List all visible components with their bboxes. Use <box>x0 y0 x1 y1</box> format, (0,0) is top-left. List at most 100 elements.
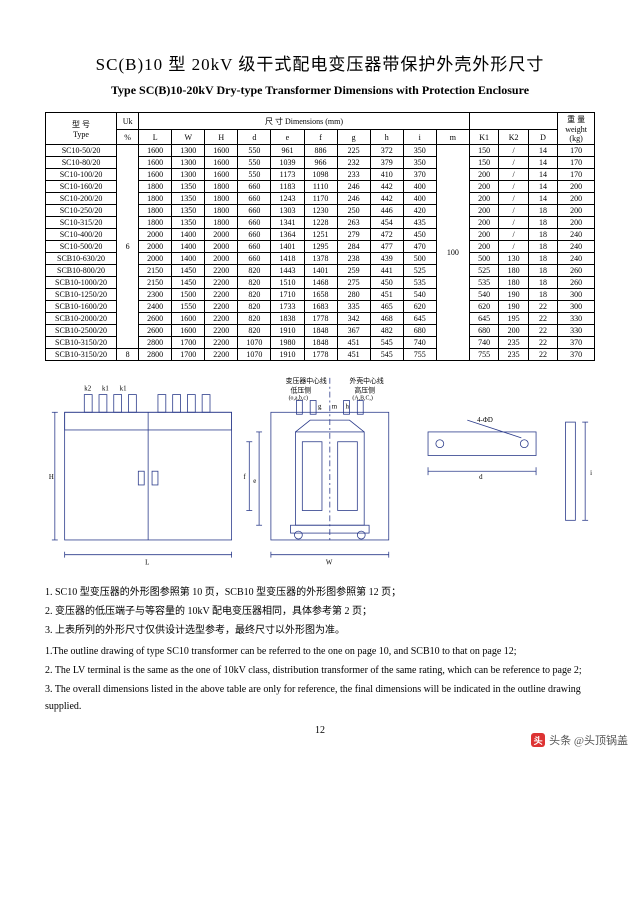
cell-W: 1350 <box>172 181 205 193</box>
svg-text:e: e <box>253 478 256 485</box>
cell-g: 250 <box>337 205 370 217</box>
cell-K2: 190 <box>499 301 528 313</box>
cell-wt: 300 <box>558 289 595 301</box>
cell-W: 1450 <box>172 277 205 289</box>
cell-L: 2400 <box>139 301 172 313</box>
cell-e: 1910 <box>271 349 304 361</box>
cell-H: 2200 <box>205 301 238 313</box>
svg-text:W: W <box>326 560 333 567</box>
cell-type: SCB10-800/20 <box>46 265 117 277</box>
note-cn-3: 3. 上表所列的外形尺寸仅供设计选型参考，最终尺寸以外形图为准。 <box>45 622 595 639</box>
svg-text:低压侧: 低压侧 <box>291 386 312 395</box>
svg-text:(o,a,b,c): (o,a,b,c) <box>289 395 308 402</box>
th-m: m <box>436 130 469 145</box>
cell-g: 246 <box>337 181 370 193</box>
th-D: D <box>528 130 557 145</box>
cell-f: 1401 <box>304 265 337 277</box>
cell-h: 465 <box>370 301 403 313</box>
cell-h: 472 <box>370 229 403 241</box>
cell-D: 18 <box>528 205 557 217</box>
cell-d: 820 <box>238 313 271 325</box>
cell-m: 100 <box>436 145 469 361</box>
cell-K1: 200 <box>469 205 498 217</box>
cell-H: 2200 <box>205 313 238 325</box>
cell-type: SC10-50/20 <box>46 145 117 157</box>
cell-type: SCB10-630/20 <box>46 253 117 265</box>
note-cn-2: 2. 变压器的低压端子与等容量的 10kV 配电变压器相同，具体参考第 2 页； <box>45 603 595 620</box>
cell-type: SC10-160/20 <box>46 181 117 193</box>
th-uk-unit: % <box>117 130 139 145</box>
svg-text:H: H <box>49 474 54 481</box>
cell-D: 14 <box>528 157 557 169</box>
cell-L: 2000 <box>139 253 172 265</box>
cell-D: 18 <box>528 253 557 265</box>
svg-text:f: f <box>243 474 246 481</box>
cell-f: 1378 <box>304 253 337 265</box>
cell-H: 2000 <box>205 229 238 241</box>
cell-K1: 500 <box>469 253 498 265</box>
table-body: SC10-50/20616001300160055096188622537235… <box>46 145 595 361</box>
cell-d: 660 <box>238 241 271 253</box>
cell-f: 1658 <box>304 289 337 301</box>
cell-type: SCB10-3150/20 <box>46 349 117 361</box>
cell-K1: 200 <box>469 169 498 181</box>
cell-d: 550 <box>238 157 271 169</box>
th-weight-unit: (kg) <box>569 134 582 143</box>
cell-type: SCB10-1000/20 <box>46 277 117 289</box>
watermark-icon: 头 <box>531 733 545 747</box>
cell-K1: 645 <box>469 313 498 325</box>
cell-K2: / <box>499 145 528 157</box>
cell-f: 1683 <box>304 301 337 313</box>
cell-type: SC10-500/20 <box>46 241 117 253</box>
cell-g: 451 <box>337 337 370 349</box>
cell-wt: 240 <box>558 229 595 241</box>
svg-text:(A,B,C,): (A,B,C,) <box>352 395 372 402</box>
cell-L: 2800 <box>139 349 172 361</box>
cell-D: 22 <box>528 313 557 325</box>
th-dims: 尺 寸 Dimensions (mm) <box>139 113 470 130</box>
cell-i: 740 <box>403 337 436 349</box>
table-row: SC10-50/20616001300160055096188622537235… <box>46 145 595 157</box>
cell-K2: / <box>499 229 528 241</box>
cell-g: 232 <box>337 157 370 169</box>
cell-g: 367 <box>337 325 370 337</box>
cell-h: 379 <box>370 157 403 169</box>
cell-D: 18 <box>528 229 557 241</box>
cell-h: 446 <box>370 205 403 217</box>
cell-type: SCB10-1250/20 <box>46 289 117 301</box>
svg-text:k1: k1 <box>120 386 127 393</box>
cell-L: 2300 <box>139 289 172 301</box>
svg-text:k2: k2 <box>84 386 91 393</box>
cell-W: 1600 <box>172 313 205 325</box>
cell-f: 966 <box>304 157 337 169</box>
table-row: SCB10-3150/20828001700220010701910177845… <box>46 349 595 361</box>
cell-H: 2000 <box>205 241 238 253</box>
note-cn-1: 1. SC10 型变压器的外形图参照第 10 页，SCB10 型变压器的外形图参… <box>45 584 595 601</box>
th-i: i <box>403 130 436 145</box>
cell-f: 1230 <box>304 205 337 217</box>
cell-K1: 200 <box>469 193 498 205</box>
notes-chinese: 1. SC10 型变压器的外形图参照第 10 页，SCB10 型变压器的外形图参… <box>45 584 595 639</box>
cell-H: 2200 <box>205 277 238 289</box>
cell-K2: 130 <box>499 253 528 265</box>
cell-wt: 240 <box>558 253 595 265</box>
svg-text:h: h <box>346 403 350 410</box>
cell-e: 1243 <box>271 193 304 205</box>
cell-d: 660 <box>238 205 271 217</box>
note-en-1: 1.The outline drawing of type SC10 trans… <box>45 643 595 660</box>
transformer-diagram: 变压器中心线 外壳中心线 低压侧 (o,a,b,c) 高压侧 (A,B,C,) … <box>45 373 595 569</box>
cell-i: 420 <box>403 205 436 217</box>
th-H: H <box>205 130 238 145</box>
cell-d: 660 <box>238 217 271 229</box>
cell-f: 1228 <box>304 217 337 229</box>
cell-L: 1800 <box>139 217 172 229</box>
th-weight-cn: 重 量 <box>567 115 585 124</box>
watermark: 头 头条 @头顶锅盖 <box>531 732 628 748</box>
cell-K2: / <box>499 157 528 169</box>
cell-e: 1173 <box>271 169 304 181</box>
cell-g: 259 <box>337 265 370 277</box>
cell-K2: 235 <box>499 337 528 349</box>
note-en-2: 2. The LV terminal is the same as the on… <box>45 662 595 679</box>
cell-L: 2800 <box>139 337 172 349</box>
cell-type: SC10-80/20 <box>46 157 117 169</box>
